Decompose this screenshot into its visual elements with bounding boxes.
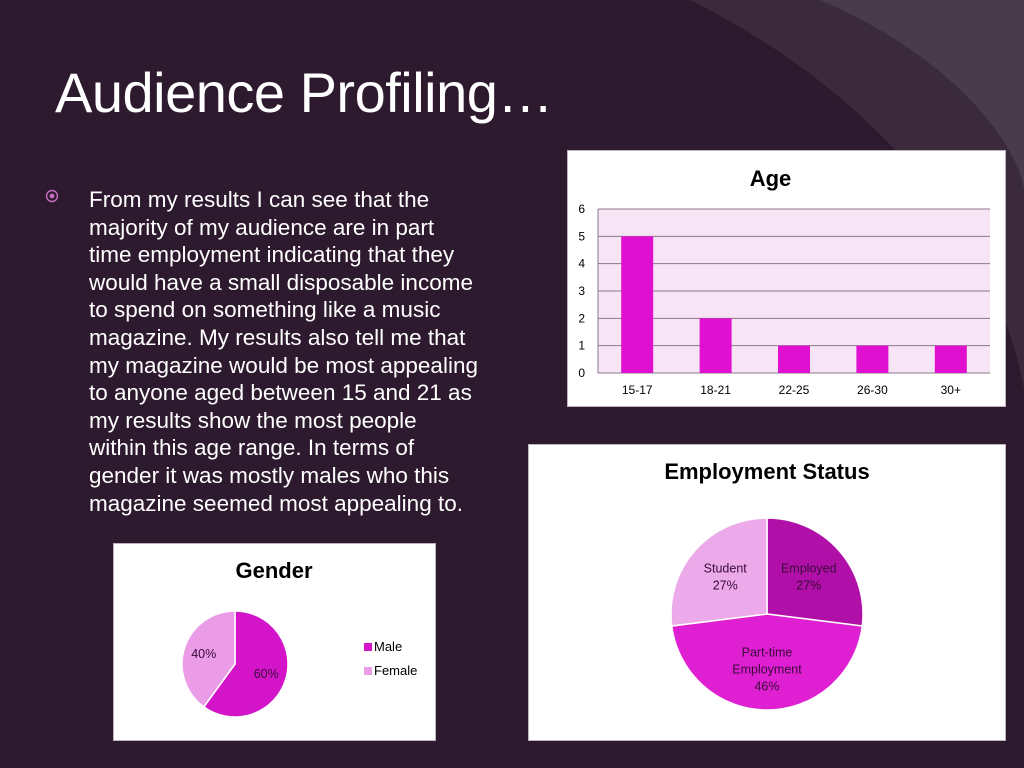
bullet-line: within this age range. In terms of xyxy=(89,435,415,461)
age-bar-chart: Age 0 1 2 3 4 5 6 15-17 18-21 22-25 26-30 30+ xyxy=(578,166,990,397)
bar xyxy=(934,345,967,373)
x-tick-label: 22-25 xyxy=(779,383,810,397)
bullet-line: From my results I can see that the xyxy=(89,187,430,212)
x-tick-label: 15-17 xyxy=(622,383,653,397)
bullet-text: From my results I can see that the major… xyxy=(89,186,545,517)
bullet-line: my results show the most people xyxy=(89,407,417,433)
bar xyxy=(699,318,732,373)
legend-label: Male xyxy=(374,639,402,654)
bullet-line: gender it was mostly males who this xyxy=(89,462,450,488)
pie-slice xyxy=(670,613,864,711)
bullet-line: magazine. My results also tell me that xyxy=(89,324,466,350)
pie-slice xyxy=(181,610,236,708)
chart-title: Age xyxy=(750,166,792,191)
legend-label: Female xyxy=(374,663,417,678)
slice-label: 27% xyxy=(796,579,821,593)
slice-label: 40% xyxy=(191,647,216,661)
bullet-line: my magazine would be most appealing xyxy=(89,352,478,378)
y-tick-label: 6 xyxy=(578,202,585,216)
slice-label: 27% xyxy=(713,579,738,593)
bullet-line: would have a small disposable income xyxy=(89,269,473,295)
bullet-paragraph: From my results I can see that the major… xyxy=(45,186,545,517)
gender-pie-chart: Gender 60% 40% Male Female xyxy=(181,558,417,718)
bullet-line: to spend on something like a music xyxy=(89,297,441,323)
x-tick-label: 26-30 xyxy=(857,383,888,397)
x-tick-label: 18-21 xyxy=(700,383,731,397)
bullet-line: majority of my audience are in part xyxy=(89,214,435,240)
slice-label: 60% xyxy=(254,667,279,681)
pie-slice xyxy=(202,610,289,718)
slice-label: Employment xyxy=(732,663,802,677)
y-tick-label: 2 xyxy=(578,311,585,325)
slide-title: Audience Profiling… xyxy=(55,61,553,124)
y-tick-label: 5 xyxy=(578,229,585,243)
bar xyxy=(778,345,810,373)
slice-label: Part-time xyxy=(742,646,793,660)
slice-label: Employed xyxy=(781,562,837,576)
employment-chart-panel: Employment Status Employed 27% Part-time Emp… xyxy=(528,444,1006,741)
y-tick-label: 1 xyxy=(578,339,585,353)
bullet-line: to anyone aged between 15 and 21 as xyxy=(89,380,472,406)
bar xyxy=(621,236,654,373)
bullet-line: magazine seemed most appealing to. xyxy=(89,490,463,516)
pie-slice xyxy=(766,517,864,627)
gender-chart-panel: Gender 60% 40% Male Female xyxy=(113,543,436,741)
slice-label: 46% xyxy=(754,680,779,694)
y-tick-label: 3 xyxy=(578,284,585,298)
chart-title: Gender xyxy=(235,558,312,583)
slice-label: Student xyxy=(704,562,748,576)
legend-swatch xyxy=(364,667,372,675)
age-chart-panel: Age 0 1 2 3 4 5 6 15-17 18-21 22-25 26-30 30+ xyxy=(567,150,1006,407)
bar xyxy=(856,345,889,373)
chart-title: Employment Status xyxy=(664,459,869,484)
legend-swatch xyxy=(364,643,372,651)
bullet-line: time employment indicating that they xyxy=(89,242,455,268)
circled-dot-bullet-icon xyxy=(45,189,59,203)
y-tick-label: 4 xyxy=(578,257,585,271)
y-tick-label: 0 xyxy=(578,366,585,380)
x-tick-label: 30+ xyxy=(941,383,961,397)
pie-slice xyxy=(670,517,768,627)
employment-pie-chart: Employment Status Employed 27% Part-time Emp… xyxy=(664,459,870,711)
